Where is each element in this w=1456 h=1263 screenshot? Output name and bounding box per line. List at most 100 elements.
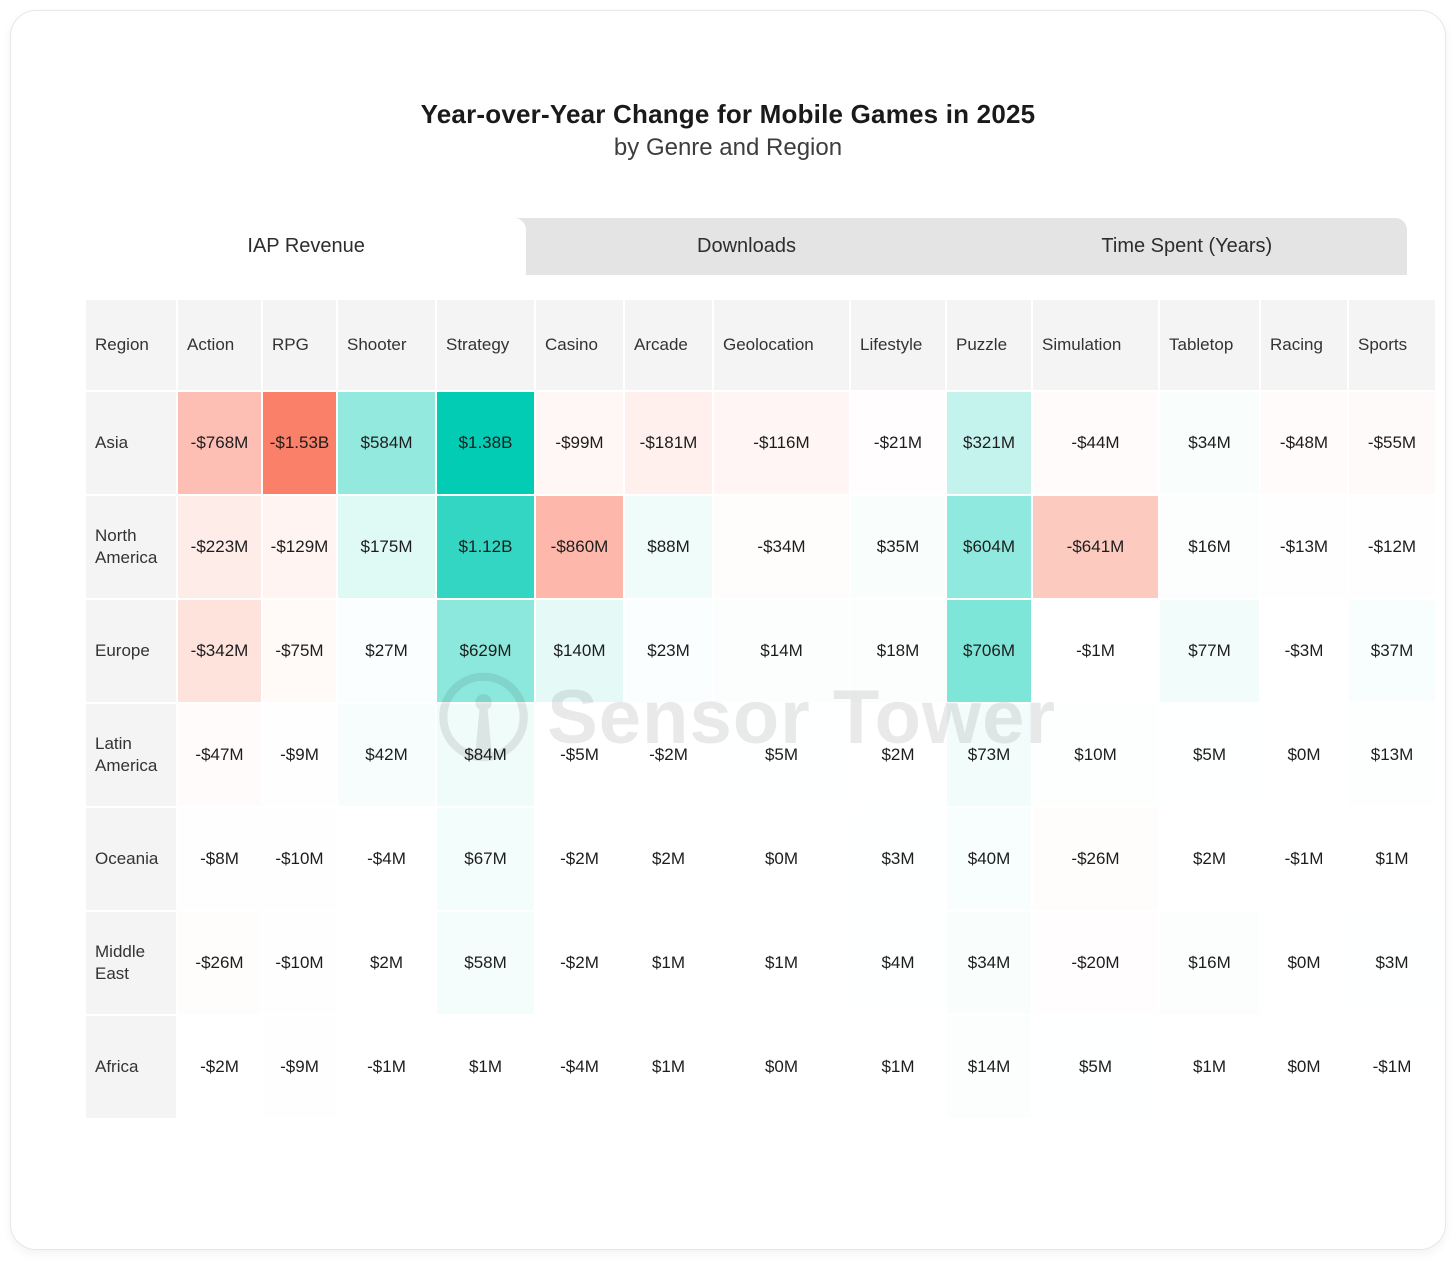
heatmap-cell: -$34M (714, 496, 849, 598)
heatmap-cell: $14M (714, 600, 849, 702)
heatmap-cell: $2M (625, 808, 712, 910)
heatmap-cell: $3M (851, 808, 945, 910)
heatmap-cell: $706M (947, 600, 1031, 702)
heatmap-cell: $0M (1261, 912, 1347, 1014)
heatmap-cell: $0M (1261, 704, 1347, 806)
heatmap-cell: $1M (625, 912, 712, 1014)
heatmap-cell: $23M (625, 600, 712, 702)
heatmap-cell: -$1M (1349, 1016, 1435, 1118)
heatmap-cell: $18M (851, 600, 945, 702)
heatmap-cell: $0M (714, 1016, 849, 1118)
chart-subtitle: by Genre and Region (613, 134, 843, 161)
heatmap-cell: -$55M (1349, 392, 1435, 494)
heatmap-cell: $1.38B (437, 392, 534, 494)
column-header: Tabletop (1160, 300, 1259, 390)
heatmap-cell: $35M (851, 496, 945, 598)
table-row: North America -$223M -$129M $175M $1.12B -$86… (86, 496, 1435, 598)
table-row: Middle East -$26M -$10M $2M $58M -$2M $1M $1M $4… (86, 912, 1435, 1014)
heatmap-cell: $34M (1160, 392, 1259, 494)
heatmap-cell: -$48M (1261, 392, 1347, 494)
heatmap-cell: $88M (625, 496, 712, 598)
heatmap-cell: -$4M (536, 1016, 623, 1118)
heatmap-cell: $140M (536, 600, 623, 702)
heatmap-cell: -$342M (178, 600, 261, 702)
heatmap-cell: -$99M (536, 392, 623, 494)
metric-tabs: IAP Revenue Downloads Time Spent (Years) (86, 218, 1407, 275)
heatmap-cell: -$860M (536, 496, 623, 598)
heatmap-cell: -$129M (263, 496, 336, 598)
heatmap-cell: $1M (1349, 808, 1435, 910)
heatmap-cell: $10M (1033, 704, 1158, 806)
heatmap-cell: $1M (437, 1016, 534, 1118)
heatmap-cell: -$223M (178, 496, 261, 598)
column-header: RPG (263, 300, 336, 390)
heatmap-cell: -$1M (1033, 600, 1158, 702)
column-header: Action (178, 300, 261, 390)
heatmap-cell: $84M (437, 704, 534, 806)
heatmap-cell: $16M (1160, 496, 1259, 598)
column-header: Strategy (437, 300, 534, 390)
heatmap-cell: $175M (338, 496, 435, 598)
heatmap-cell: $5M (1160, 704, 1259, 806)
heatmap-cell: $34M (947, 912, 1031, 1014)
tab-downloads[interactable]: Downloads (697, 235, 796, 257)
heatmap-cell: $1M (714, 912, 849, 1014)
heatmap-cell: $67M (437, 808, 534, 910)
heatmap-cell: $27M (338, 600, 435, 702)
heatmap-cell: -$4M (338, 808, 435, 910)
heatmap-cell: -$116M (714, 392, 849, 494)
table-row: Latin America -$47M -$9M $42M $84M -$5M -$2M $5… (86, 704, 1435, 806)
heatmap-cell: -$3M (1261, 600, 1347, 702)
heatmap-cell: -$8M (178, 808, 261, 910)
heatmap-cell: $5M (1033, 1016, 1158, 1118)
column-header: Puzzle (947, 300, 1031, 390)
heatmap-cell: -$20M (1033, 912, 1158, 1014)
table-row: Asia -$768M -$1.53B $584M $1.38B -$99M -$181M -… (86, 392, 1435, 494)
heatmap-cell: $42M (338, 704, 435, 806)
heatmap-cell: -$768M (178, 392, 261, 494)
heatmap-cell: -$12M (1349, 496, 1435, 598)
row-header: Latin America (86, 704, 176, 806)
table-row: Oceania -$8M -$10M -$4M $67M -$2M $2M $0M $3M $40… (86, 808, 1435, 910)
heatmap-cell: -$2M (178, 1016, 261, 1118)
tab-time-spent[interactable]: Time Spent (Years) (1101, 235, 1273, 257)
column-header: Sports (1349, 300, 1435, 390)
heatmap-cell: -$75M (263, 600, 336, 702)
heatmap-cell: $1M (625, 1016, 712, 1118)
tab-iap-revenue[interactable]: IAP Revenue (86, 218, 527, 275)
heatmap-cell: -$26M (1033, 808, 1158, 910)
heatmap-cell: $1M (851, 1016, 945, 1118)
heatmap-cell: $584M (338, 392, 435, 494)
column-header: Arcade (625, 300, 712, 390)
heatmap-cell: $0M (714, 808, 849, 910)
heatmap-cell: -$1M (338, 1016, 435, 1118)
heatmap-cell: $1M (1160, 1016, 1259, 1118)
chart-title: Year-over-Year Change for Mobile Games i… (420, 99, 1036, 129)
heatmap-cell: -$26M (178, 912, 261, 1014)
heatmap-table: Region Action RPG Shooter Strategy Casino Arca… (84, 298, 1437, 1120)
heatmap-cell: -$10M (263, 912, 336, 1014)
table-row: Europe -$342M -$75M $27M $629M $140M $23M $14M $… (86, 600, 1435, 702)
row-header: Africa (86, 1016, 176, 1118)
heatmap-cell: $58M (437, 912, 534, 1014)
heatmap-cell: $4M (851, 912, 945, 1014)
row-header: Oceania (86, 808, 176, 910)
heatmap-cell: $629M (437, 600, 534, 702)
row-header: Asia (86, 392, 176, 494)
column-header: Racing (1261, 300, 1347, 390)
column-header: Shooter (338, 300, 435, 390)
heatmap-cell: -$1.53B (263, 392, 336, 494)
row-header: North America (86, 496, 176, 598)
heatmap-cell: -$10M (263, 808, 336, 910)
column-header: Simulation (1033, 300, 1158, 390)
heatmap-cell: -$641M (1033, 496, 1158, 598)
heatmap-cell: -$13M (1261, 496, 1347, 598)
heatmap-cell: $37M (1349, 600, 1435, 702)
column-header: Lifestyle (851, 300, 945, 390)
heatmap-cell: $0M (1261, 1016, 1347, 1118)
heatmap-cell: -$1M (1261, 808, 1347, 910)
heatmap-cell: -$47M (178, 704, 261, 806)
heatmap-cell: -$181M (625, 392, 712, 494)
heatmap-cell: $3M (1349, 912, 1435, 1014)
heatmap-cell: $1.12B (437, 496, 534, 598)
